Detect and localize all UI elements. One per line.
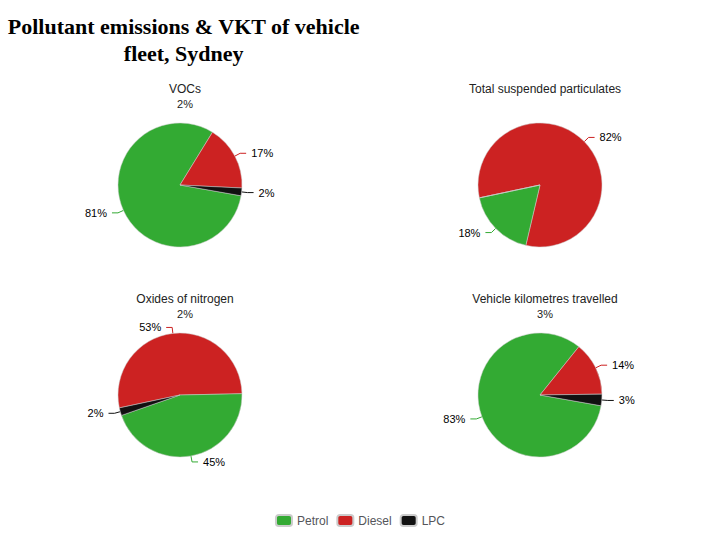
svg-text:Diesel: Diesel [358,514,391,528]
svg-text:2%: 2% [177,308,193,320]
svg-text:53%: 53% [139,321,161,333]
svg-text:LPC: LPC [422,514,446,528]
svg-text:17%: 17% [251,147,273,159]
svg-text:82%: 82% [600,131,622,143]
svg-text:VOCs: VOCs [169,82,201,96]
svg-text:14%: 14% [612,359,634,371]
svg-text:83%: 83% [443,413,465,425]
svg-text:45%: 45% [203,456,225,468]
svg-text:18%: 18% [458,227,480,239]
svg-text:2%: 2% [88,407,104,419]
svg-text:2%: 2% [177,98,193,110]
svg-text:Pollutant emissions & VKT of v: Pollutant emissions & VKT of vehicle [8,14,360,39]
svg-text:Vehicle kilometres travelled: Vehicle kilometres travelled [472,292,617,306]
svg-text:3%: 3% [537,308,553,320]
svg-text:2%: 2% [259,187,275,199]
svg-text:fleet, Sydney: fleet, Sydney [124,41,244,66]
svg-text:Petrol: Petrol [297,514,328,528]
svg-text:Total suspended particulates: Total suspended particulates [469,82,621,96]
svg-text:3%: 3% [619,394,635,406]
svg-text:Oxides of nitrogen: Oxides of nitrogen [136,292,233,306]
svg-text:81%: 81% [85,207,107,219]
